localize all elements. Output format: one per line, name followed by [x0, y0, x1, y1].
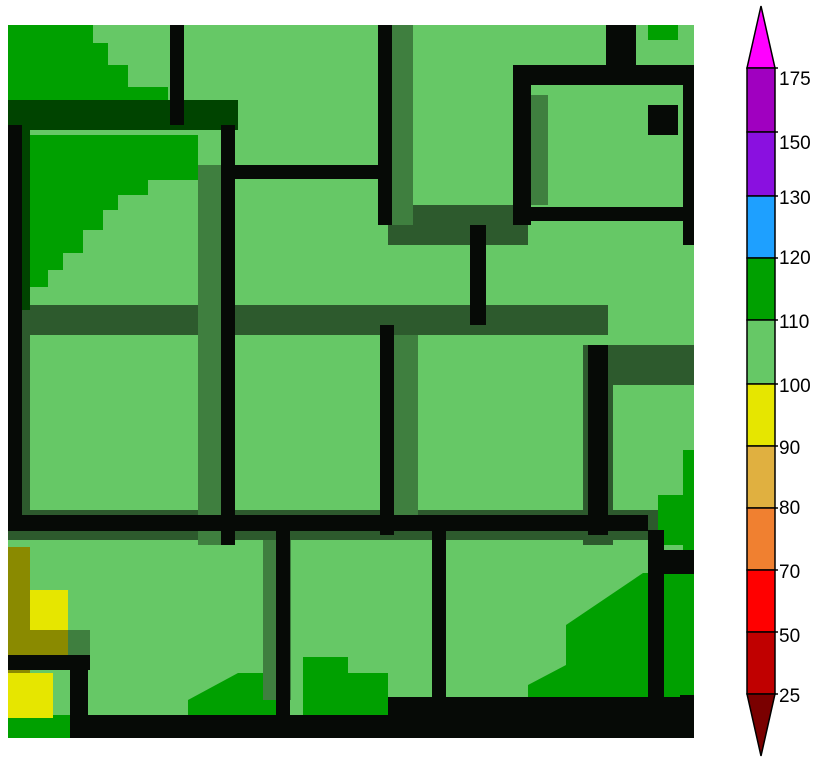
street-shadow — [608, 345, 694, 385]
colorbar-bin-over — [746, 5, 776, 69]
street — [648, 105, 678, 135]
street — [221, 125, 235, 545]
vegetation-patch — [303, 657, 388, 715]
colorbar-bin — [746, 195, 776, 259]
colorbar-bin-under — [746, 693, 776, 757]
vegetation-patch — [30, 135, 198, 287]
colorbar-labels: 175 150 130 120 110 100 90 80 70 50 25 — [779, 69, 811, 707]
street — [513, 65, 694, 85]
tick-label-25: 25 — [779, 686, 800, 707]
tick-label-100: 100 — [779, 376, 811, 397]
street — [388, 697, 694, 715]
street-shadow — [8, 305, 608, 335]
map-raster — [8, 25, 694, 738]
street — [235, 165, 390, 179]
street — [658, 550, 694, 574]
low-value-patch — [8, 547, 30, 687]
tick-label-150: 150 — [779, 133, 811, 154]
low-value-patch — [30, 590, 68, 630]
colorbar-bin — [746, 131, 776, 197]
colorbar-bin — [746, 257, 776, 321]
colorbar-bin — [746, 319, 776, 385]
street — [88, 715, 694, 738]
street — [680, 695, 694, 738]
low-value-patch — [30, 630, 70, 655]
street — [513, 65, 531, 225]
colorbar-bin — [746, 631, 776, 695]
street — [470, 225, 486, 325]
colorbar-legend: 175 150 130 120 110 100 90 80 70 50 25 — [746, 5, 811, 757]
tick-label-80: 80 — [779, 498, 800, 519]
street — [8, 655, 90, 670]
low-value-patch — [68, 630, 90, 655]
street — [378, 25, 392, 225]
street-edge — [198, 165, 223, 545]
colorbar-bins — [746, 5, 776, 757]
street — [513, 207, 694, 221]
tick-label-120: 120 — [779, 248, 811, 269]
tick-label-130: 130 — [779, 188, 811, 209]
street — [276, 530, 290, 738]
street — [170, 25, 184, 125]
tick-label-90: 90 — [779, 438, 800, 459]
street — [8, 125, 22, 525]
vegetation-patch — [8, 25, 168, 100]
tick-label-175: 175 — [779, 69, 811, 90]
colorbar-bin — [746, 445, 776, 509]
street — [588, 345, 608, 535]
street — [8, 515, 648, 531]
street — [606, 25, 636, 65]
street-shadow — [8, 100, 238, 130]
tick-label-50: 50 — [779, 626, 800, 647]
colorbar-bin — [746, 507, 776, 571]
street — [70, 670, 88, 738]
colorbar-bin — [746, 569, 776, 633]
colorbar-bin — [746, 67, 776, 133]
colorbar-ticks — [775, 67, 778, 695]
tick-label-70: 70 — [779, 562, 800, 583]
street — [683, 85, 694, 245]
street — [432, 530, 446, 738]
low-value-patch — [8, 673, 53, 718]
vegetation-patch — [648, 25, 678, 40]
street-edge — [528, 95, 548, 205]
colorbar-bin — [746, 383, 776, 447]
tick-label-110: 110 — [779, 312, 809, 333]
street — [380, 325, 394, 535]
street-edge — [388, 25, 413, 225]
